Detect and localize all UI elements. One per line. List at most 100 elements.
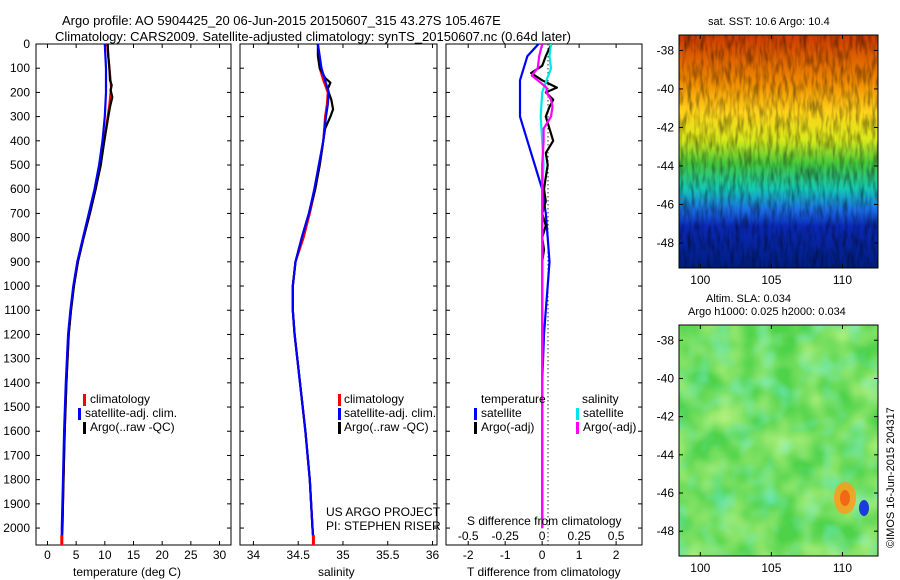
map-x-tick-label: 110 — [833, 561, 852, 575]
sst-map: sat. SST: 10.6 Argo: 10.4 100 105 110 -38 -4… — [657, 16, 879, 287]
depth-tick-label: 100 — [10, 61, 30, 75]
x-tick-label: 20 — [155, 548, 169, 562]
depth-tick-label: 1900 — [3, 497, 30, 511]
legend-swatch-sal-argo — [576, 422, 579, 434]
x-tick-label-top: 0.25 — [567, 529, 591, 543]
map-x-tick-label: 100 — [690, 273, 710, 287]
sla-map-title-2: Argo h1000: 0.025 h2000: 0.034 — [688, 306, 846, 318]
map-y-tick-label: -48 — [657, 236, 675, 250]
legend-label-sal-satellite: satellite — [583, 406, 624, 420]
legend-label-climatology: climatology — [344, 392, 404, 406]
x-tick-label-top: 0.5 — [608, 529, 625, 543]
x-tick-label-top: 0 — [539, 529, 546, 543]
sst-map-axes: 100 105 110 -38 -40 -42 -44 -46 -48 — [657, 35, 878, 287]
x-tick-label: 25 — [184, 548, 198, 562]
map-y-tick-label: -42 — [657, 410, 675, 424]
temperature-panel: 0100200300400500600700800900100011001200… — [3, 37, 232, 579]
salinity-x-axis: 34 34.5 35 35.5 36 — [247, 44, 440, 562]
map-y-tick-label: -38 — [657, 333, 675, 347]
sla-map-lows — [679, 325, 878, 556]
legend-swatch-argo — [83, 422, 86, 434]
difference-plot-frame — [445, 43, 643, 546]
map-x-tick-label: 110 — [833, 273, 852, 287]
depth-tick-label: 600 — [10, 182, 30, 196]
legend-swatch-satellite-adj — [338, 408, 341, 420]
depth-tick-label: 900 — [10, 255, 30, 269]
x-tick-label-top: -0.25 — [491, 529, 519, 543]
map-y-tick-label: -44 — [657, 159, 675, 173]
legend-label-satellite-adj: satellite-adj. clim. — [85, 406, 177, 420]
x-tick-label: -2 — [463, 548, 474, 562]
series-satellite-adj-clim — [60, 44, 108, 541]
temperature-x-label: temperature (deg C) — [73, 565, 181, 579]
x-tick-label: 34 — [247, 548, 261, 562]
temperature-plot-frame — [35, 43, 232, 546]
title-line-1: Argo profile: AO 5904425_20 06-Jun-2015 … — [62, 13, 501, 28]
depth-tick-label: 300 — [10, 110, 30, 124]
depth-tick-label: 500 — [10, 158, 30, 172]
map-y-tick-label: -44 — [657, 448, 675, 462]
difference-panel: -2 -1 0 1 2 -0.5 -0.25 0 0.25 0.5 S difference fr… — [445, 43, 643, 579]
depth-tick-label: 400 — [10, 134, 30, 148]
depth-tick-label: 800 — [10, 231, 30, 245]
depth-tick-label: 200 — [10, 85, 30, 99]
x-tick-label: 0 — [44, 548, 51, 562]
legend-label-sal-argo: Argo(-adj) — [583, 420, 636, 434]
x-tick-label: 30 — [213, 548, 227, 562]
depth-tick-label: 1600 — [3, 424, 30, 438]
s-difference-label: S difference from climatology — [467, 514, 622, 528]
depth-axis: 0 100 200 300 400 500 600 700 800 900 1000 1100 1200… — [3, 37, 231, 535]
legend-label-climatology: climatology — [90, 392, 150, 406]
legend-title-salinity: salinity — [582, 392, 619, 406]
legend-swatch-satellite-adj — [78, 408, 81, 420]
legend-swatch-temp-argo — [474, 422, 477, 434]
depth-tick-label: 1800 — [3, 473, 30, 487]
sst-map-title: sat. SST: 10.6 Argo: 10.4 — [708, 16, 830, 28]
legend-swatch-climatology — [338, 394, 341, 406]
sla-warm-eddy-core — [840, 490, 850, 506]
legend-label-temp-argo: Argo(-adj) — [481, 420, 534, 434]
salinity-panel: 34 34.5 35 35.5 36 salinity climatology sate… — [239, 43, 441, 579]
temperature-x-axis: 0 5 10 15 20 25 30 — [44, 44, 227, 562]
difference-series — [518, 44, 559, 529]
difference-y-ticks — [446, 43, 642, 529]
x-tick-label: 35.5 — [376, 548, 400, 562]
salinity-plot-frame — [239, 43, 438, 546]
x-tick-label: 36 — [426, 548, 440, 562]
map-y-tick-label: -40 — [657, 371, 675, 385]
salinity-series — [291, 44, 335, 545]
salinity-x-label: salinity — [318, 565, 355, 579]
depth-tick-label: 1100 — [4, 303, 30, 317]
sla-map-axes: 100 105 110 -38 -40 -42 -44 -46 -48 — [657, 325, 878, 575]
map-y-tick-label: -38 — [657, 43, 675, 57]
project-label: US ARGO PROJECT — [326, 505, 441, 519]
x-tick-label: 34.5 — [287, 548, 311, 562]
x-tick-label: 0 — [539, 548, 546, 562]
series-salinity-argo-adj — [530, 44, 554, 529]
legend-swatch-climatology — [83, 394, 86, 406]
map-y-tick-label: -46 — [657, 197, 675, 211]
legend-label-argo: Argo(..raw -QC) — [90, 420, 175, 434]
legend-label-satellite-adj: satellite-adj. clim. — [344, 406, 436, 420]
sla-map-frame — [678, 324, 879, 557]
salinity-legend: climatology satellite-adj. clim. Argo(..… — [338, 392, 436, 434]
series-satellite-adj-clim — [291, 44, 330, 541]
legend-label-argo: Argo(..raw -QC) — [344, 420, 429, 434]
difference-legend: temperature satellite Argo(-adj) salinit… — [474, 392, 636, 434]
sla-cold-eddy — [859, 500, 869, 516]
depth-tick-label: 1400 — [3, 376, 30, 390]
map-y-tick-label: -46 — [657, 486, 675, 500]
sla-map-title-1: Altim. SLA: 0.034 — [706, 293, 791, 305]
sst-map-texture — [679, 35, 878, 268]
x-tick-label: 1 — [576, 548, 583, 562]
legend-swatch-temp-satellite — [474, 408, 477, 420]
difference-x-axis: -2 -1 0 1 2 -0.5 -0.25 0 0.25 0.5 — [458, 44, 625, 562]
legend-title-temperature: temperature — [481, 392, 546, 406]
depth-tick-label: 1700 — [3, 448, 30, 462]
temperature-legend: climatology satellite-adj. clim. Argo(..… — [78, 392, 177, 434]
depth-tick-label: 1200 — [3, 327, 30, 341]
title-line-2: Climatology: CARS2009. Satellite-adjuste… — [55, 29, 571, 44]
temperature-series — [60, 44, 114, 545]
t-difference-label: T difference from climatology — [467, 565, 621, 579]
